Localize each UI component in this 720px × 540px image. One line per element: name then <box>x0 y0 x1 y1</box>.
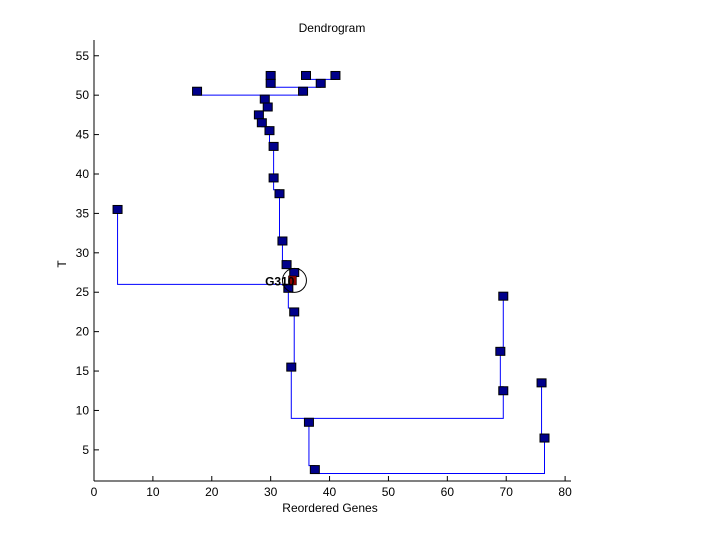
axes: 0 10 20 30 40 50 60 70 80 5 10 15 20 25 30 35 40 45 50 55 <box>76 40 572 499</box>
gene-node <box>268 141 279 151</box>
gene-node <box>264 126 275 136</box>
x-tick-label: 80 <box>558 485 572 499</box>
gene-node <box>289 307 300 317</box>
x-tick-label: 30 <box>264 485 278 499</box>
gene-node <box>309 465 320 475</box>
gene-node <box>281 260 292 270</box>
y-tick-label: 10 <box>76 403 90 417</box>
dendrogram-edge <box>314 438 545 475</box>
y-tick-label: 25 <box>76 285 90 299</box>
gene-node <box>303 417 314 427</box>
gene-node <box>268 173 279 183</box>
x-tick-label: 40 <box>323 485 337 499</box>
y-tick-label: 50 <box>76 88 90 102</box>
gene-node <box>498 386 509 396</box>
highlight-circle <box>281 267 307 293</box>
dendrogram-edge <box>290 311 295 368</box>
gene-node <box>262 102 273 112</box>
gene-node <box>253 110 264 120</box>
gene-node <box>536 378 547 388</box>
y-tick-label: 40 <box>76 167 90 181</box>
chart-title: Dendrogram <box>299 21 366 35</box>
dendrogram-edge <box>308 422 316 470</box>
y-tick-label: 45 <box>76 128 90 142</box>
gene-node <box>274 189 285 199</box>
highlight-label: G310 <box>265 274 295 288</box>
gene-node <box>259 94 270 104</box>
gene-node <box>265 78 276 88</box>
dendrogram-edge <box>290 367 504 419</box>
x-tick-label: 10 <box>146 485 160 499</box>
gene-node <box>315 78 326 88</box>
gene-node <box>298 86 309 96</box>
y-tick-label: 30 <box>76 246 90 260</box>
x-tick-label: 0 <box>91 485 98 499</box>
gene-node <box>277 236 288 246</box>
gene-node <box>112 204 123 214</box>
y-tick-label: 35 <box>76 206 90 220</box>
dendrogram-edge <box>279 193 283 242</box>
y-tick-label: 55 <box>76 49 90 63</box>
gene-node <box>498 291 509 301</box>
x-tick-label: 50 <box>382 485 396 499</box>
gene-node <box>286 362 297 372</box>
dendrogram-edge <box>499 351 504 391</box>
gene-node <box>330 70 341 80</box>
highlight-group: G310 <box>265 267 307 293</box>
highlighted-node <box>288 275 297 286</box>
y-axis-label: T <box>55 260 69 268</box>
nodes <box>112 70 550 475</box>
x-axis-label: Reordered Genes <box>282 501 377 515</box>
dendrogram-edge <box>499 296 504 352</box>
gene-node <box>256 118 267 128</box>
dendrogram-edge <box>117 209 289 285</box>
y-tick-label: 5 <box>82 443 89 457</box>
gene-node <box>539 433 550 443</box>
x-tick-label: 20 <box>205 485 219 499</box>
gene-node <box>265 70 276 80</box>
y-tick-label: 15 <box>76 364 90 378</box>
y-tick-label: 20 <box>76 325 90 339</box>
gene-node <box>301 70 311 80</box>
x-tick-label: 70 <box>500 485 514 499</box>
dendrogram-edge <box>541 382 545 439</box>
dendrogram-edge <box>196 91 304 96</box>
dendrogram-edge <box>270 83 322 88</box>
edges <box>117 75 545 475</box>
gene-node <box>495 346 506 356</box>
gene-node <box>192 86 203 96</box>
x-tick-label: 60 <box>441 485 455 499</box>
